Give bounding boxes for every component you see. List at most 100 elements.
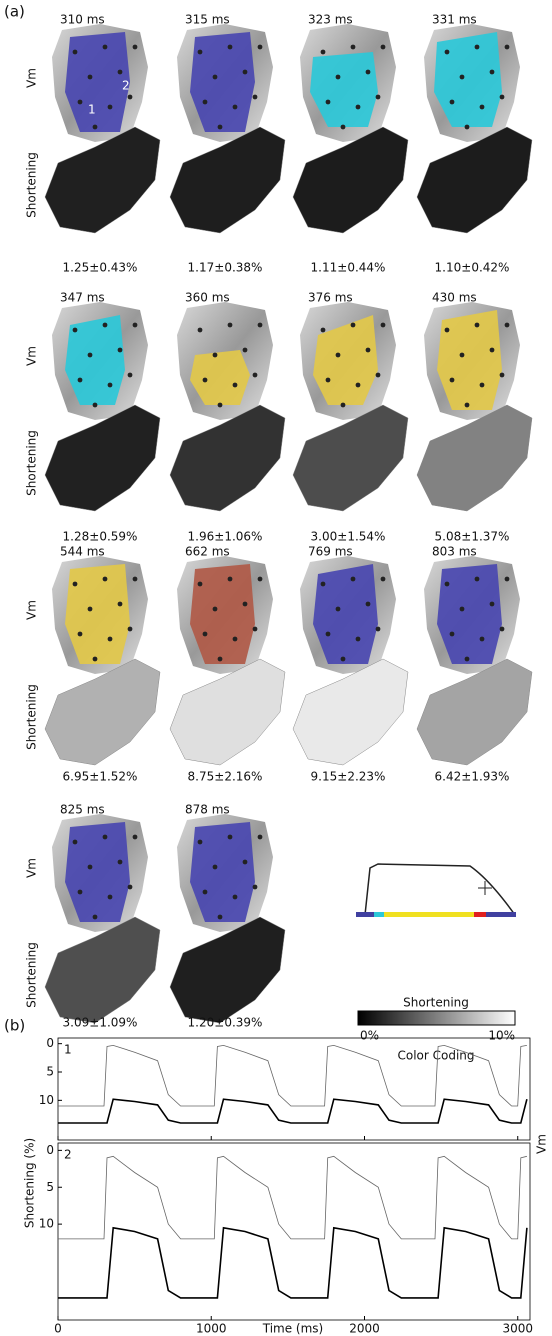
vm-region bbox=[437, 310, 502, 410]
electrode bbox=[465, 657, 470, 662]
electrode bbox=[88, 75, 93, 80]
electrode bbox=[233, 105, 238, 110]
shortening-value: 8.75±2.16% bbox=[188, 770, 263, 784]
electrode bbox=[336, 607, 341, 612]
row-label: Vm bbox=[25, 600, 39, 620]
electrode bbox=[88, 607, 93, 612]
electrode bbox=[218, 403, 223, 408]
electrode bbox=[376, 627, 381, 632]
row-label: Shortening bbox=[25, 152, 39, 218]
electrode bbox=[480, 105, 485, 110]
shortening-map bbox=[45, 917, 160, 1023]
shortening-value: 1.11±0.44% bbox=[311, 261, 386, 275]
x-axis-label: Time (ms) bbox=[262, 1322, 324, 1336]
shortening-value: 3.09±1.09% bbox=[63, 1016, 138, 1030]
shortening-value: 1.10±0.42% bbox=[435, 261, 510, 275]
electrode bbox=[103, 45, 108, 50]
electrode bbox=[480, 383, 485, 388]
electrode bbox=[465, 403, 470, 408]
electrode bbox=[218, 125, 223, 130]
electrode bbox=[108, 105, 113, 110]
electrode bbox=[258, 45, 263, 50]
shortening-value: 1.20±0.39% bbox=[188, 1016, 263, 1030]
shortening-value: 1.25±0.43% bbox=[63, 261, 138, 275]
electrode bbox=[351, 45, 356, 50]
electrode bbox=[253, 627, 258, 632]
electrode bbox=[381, 45, 386, 50]
shortening-value: 6.42±1.93% bbox=[435, 770, 510, 784]
electrode bbox=[88, 865, 93, 870]
row-label: Vm bbox=[25, 858, 39, 878]
y-tick-label: 5 bbox=[46, 1065, 54, 1079]
shortening-map bbox=[417, 127, 532, 233]
row-label: Vm bbox=[25, 346, 39, 366]
electrode bbox=[356, 383, 361, 388]
electrode bbox=[243, 860, 248, 865]
electrode bbox=[258, 577, 263, 582]
electrode bbox=[133, 577, 138, 582]
x-tick-label: 2000 bbox=[349, 1322, 380, 1336]
electrode bbox=[450, 100, 455, 105]
subplot-label: 1 bbox=[64, 1043, 72, 1057]
shortening-map bbox=[293, 405, 408, 511]
electrode bbox=[336, 353, 341, 358]
vm-region bbox=[190, 822, 255, 922]
electrode bbox=[321, 328, 326, 333]
row-label: Shortening bbox=[25, 942, 39, 1008]
electrode bbox=[128, 373, 133, 378]
x-tick-label: 3000 bbox=[502, 1322, 533, 1336]
electrode bbox=[500, 95, 505, 100]
electrode bbox=[450, 378, 455, 383]
electrode bbox=[228, 45, 233, 50]
electrode bbox=[233, 637, 238, 642]
shortening-map bbox=[170, 659, 285, 765]
electrode bbox=[376, 95, 381, 100]
electrode bbox=[203, 890, 208, 895]
electrode bbox=[213, 75, 218, 80]
legend-max: 10% bbox=[488, 1029, 515, 1043]
electrode bbox=[376, 373, 381, 378]
trace bbox=[58, 1228, 527, 1298]
electrode bbox=[253, 95, 258, 100]
shortening-map bbox=[170, 917, 285, 1023]
electrode bbox=[258, 323, 263, 328]
electrode bbox=[460, 75, 465, 80]
electrode bbox=[213, 607, 218, 612]
electrode bbox=[118, 602, 123, 607]
vm-region bbox=[313, 564, 378, 664]
electrode bbox=[118, 70, 123, 75]
y-tick-label: 0 bbox=[46, 1036, 54, 1050]
electrode bbox=[243, 602, 248, 607]
electrode bbox=[505, 45, 510, 50]
figure: (a) (b) Shortening 0% 10% Color Coding S… bbox=[0, 0, 552, 1336]
legend-title: Shortening bbox=[403, 996, 469, 1010]
electrode bbox=[133, 835, 138, 840]
electrode bbox=[341, 125, 346, 130]
shortening-map bbox=[45, 127, 160, 233]
shortening-value: 3.00±1.54% bbox=[311, 530, 386, 544]
electrode bbox=[93, 657, 98, 662]
electrode bbox=[475, 45, 480, 50]
electrode bbox=[228, 577, 233, 582]
electrode bbox=[321, 50, 326, 55]
colorbar bbox=[358, 1011, 515, 1025]
electrode bbox=[108, 383, 113, 388]
electrode bbox=[73, 328, 78, 333]
shortening-map bbox=[170, 405, 285, 511]
electrode bbox=[78, 890, 83, 895]
electrode bbox=[460, 607, 465, 612]
y-tick-label: 10 bbox=[39, 1093, 54, 1107]
shortening-map bbox=[417, 659, 532, 765]
electrode bbox=[233, 895, 238, 900]
row-label: Shortening bbox=[25, 430, 39, 496]
electrode bbox=[381, 577, 386, 582]
electrode bbox=[78, 378, 83, 383]
electrode bbox=[490, 602, 495, 607]
shortening-map bbox=[170, 127, 285, 233]
shortening-value: 6.95±1.52% bbox=[63, 770, 138, 784]
electrode bbox=[228, 835, 233, 840]
electrode bbox=[475, 323, 480, 328]
electrode bbox=[198, 582, 203, 587]
electrode bbox=[103, 577, 108, 582]
electrode bbox=[103, 835, 108, 840]
